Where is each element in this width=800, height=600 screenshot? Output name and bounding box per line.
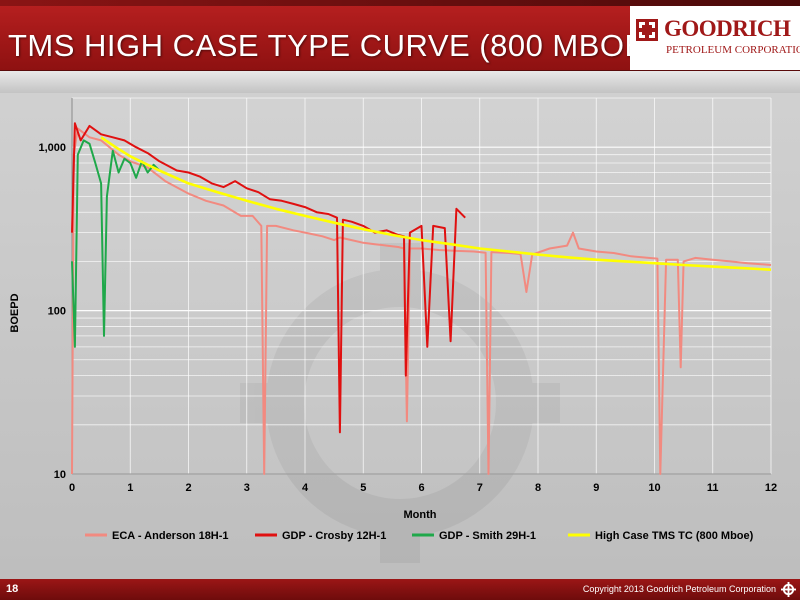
x-axis-title: Month: [404, 509, 437, 521]
y-tick-label: 100: [48, 306, 66, 318]
watermark-gear: [240, 243, 560, 563]
x-tick-label: 1: [127, 482, 133, 494]
x-tick-label: 0: [69, 482, 75, 494]
footer-bar: 18 Copyright 2013 Goodrich Petroleum Cor…: [0, 579, 800, 600]
x-tick-label: 12: [765, 482, 777, 494]
series-line-high-case-tms-tc-800-mboe: [100, 136, 772, 271]
legend-label: GDP - Smith 29H-1: [439, 530, 536, 542]
series-layer: [71, 122, 772, 475]
goodrich-gear-logo-icon: [636, 19, 658, 41]
title-underline-band: [0, 71, 800, 93]
x-tick-label: 11: [707, 482, 719, 494]
logo-subtitle: PETROLEUM CORPORATION: [666, 44, 800, 56]
x-tick-label: 7: [477, 482, 483, 494]
x-tick-label: 4: [302, 482, 309, 494]
x-tick-label: 3: [244, 482, 250, 494]
slide-title: TMS HIGH CASE TYPE CURVE (800 MBOE): [8, 28, 657, 63]
copyright-text: Copyright 2013 Goodrich Petroleum Corpor…: [582, 584, 776, 594]
legend-label: High Case TMS TC (800 Mboe): [595, 530, 754, 542]
series-line-gdp-crosby-12h-1: [71, 122, 466, 434]
footer-gear-icon: [781, 582, 796, 597]
x-tick-label: 6: [418, 482, 424, 494]
legend-label: ECA - Anderson 18H-1: [112, 530, 229, 542]
y-tick-label: 10: [54, 469, 66, 481]
y-axis-title: BOEPD: [9, 293, 21, 332]
x-tick-label: 5: [360, 482, 366, 494]
chart-legend: ECA - Anderson 18H-1 GDP - Crosby 12H-1 GD…: [85, 530, 754, 542]
logo-name: GOODRICH: [664, 16, 791, 41]
top-accent-bar: [0, 0, 800, 6]
legend-label: GDP - Crosby 12H-1: [282, 530, 386, 542]
chart-grid: [71, 97, 772, 475]
x-tick-label: 10: [648, 482, 660, 494]
page-number: 18: [6, 583, 19, 595]
x-tick-label: 8: [535, 482, 541, 494]
y-tick-label: 1,000: [38, 142, 66, 154]
x-tick-label: 2: [185, 482, 191, 494]
company-logo: GOODRICH PETROLEUM CORPORATION: [630, 6, 800, 70]
x-tick-label: 9: [593, 482, 599, 494]
